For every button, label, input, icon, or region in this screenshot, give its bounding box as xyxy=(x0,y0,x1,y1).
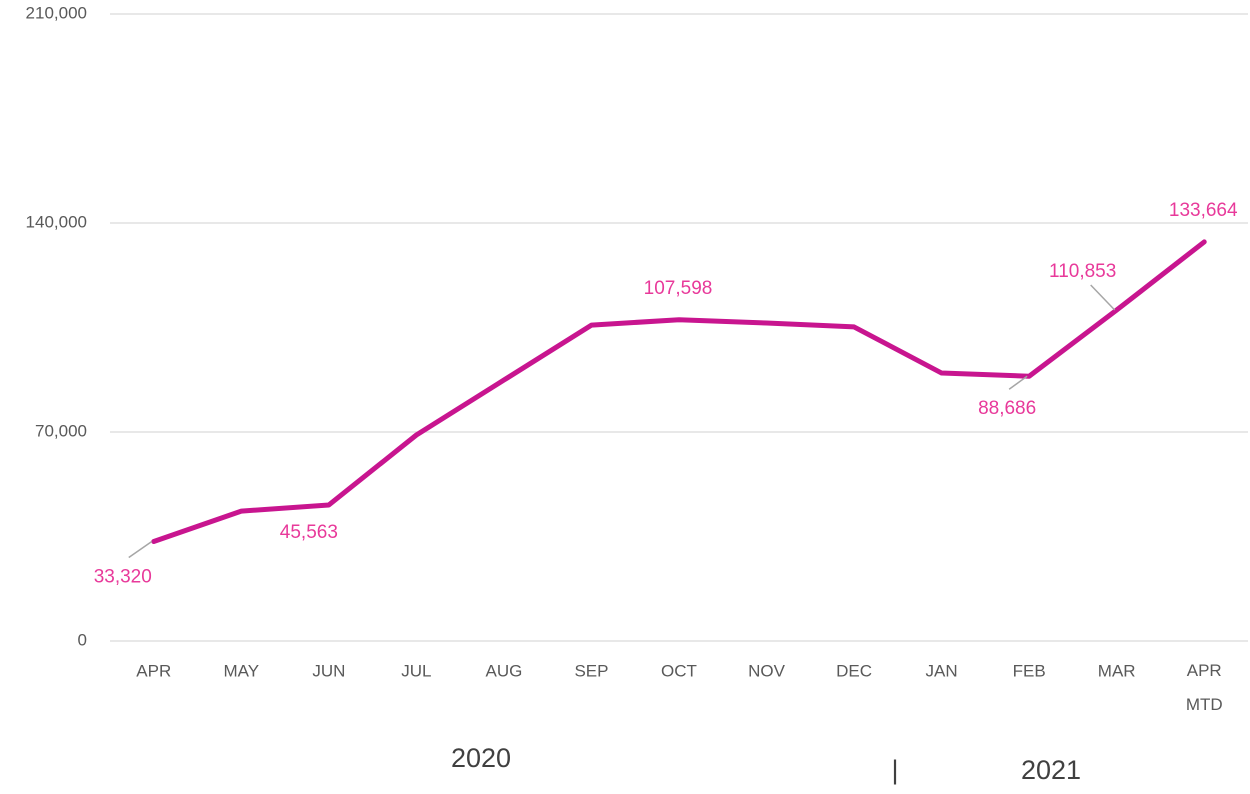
x-tick-label: SEP xyxy=(574,661,608,680)
leader-line xyxy=(128,540,153,559)
data-label: 107,598 xyxy=(644,278,713,299)
x-tick-label: APR xyxy=(136,661,171,680)
x-tick-label: NOV xyxy=(748,661,786,680)
x-tick-label: MAR xyxy=(1098,661,1136,680)
y-tick-label: 140,000 xyxy=(26,212,87,231)
data-label: 110,853 xyxy=(1049,261,1116,282)
x-tick-label: JUN xyxy=(312,661,345,680)
x-tick-label: APR MTD xyxy=(1186,661,1223,714)
x-tick-label: OCT xyxy=(661,661,697,680)
x-tick-label: JUL xyxy=(401,661,431,680)
year-separator: | xyxy=(891,755,898,785)
leader-line xyxy=(1090,284,1116,311)
x-tick-label: AUG xyxy=(486,661,523,680)
x-tick-label: FEB xyxy=(1013,661,1046,680)
y-tick-label: 70,000 xyxy=(35,421,87,440)
data-label: 33,320 xyxy=(94,567,152,588)
y-tick-label: 0 xyxy=(78,630,87,649)
x-tick-label: JAN xyxy=(926,661,958,680)
y-tick-label: 210,000 xyxy=(26,3,87,22)
x-tick-label: MAY xyxy=(224,661,260,680)
year-label: 2020 xyxy=(451,743,511,773)
data-label: 45,563 xyxy=(280,522,338,543)
leader-line xyxy=(1008,375,1028,390)
year-label: 2021 xyxy=(1021,755,1081,785)
line xyxy=(151,239,1207,545)
x-tick-label: DEC xyxy=(836,661,872,680)
data-label: 133,664 xyxy=(1169,200,1238,221)
data-label: 88,686 xyxy=(978,398,1036,419)
